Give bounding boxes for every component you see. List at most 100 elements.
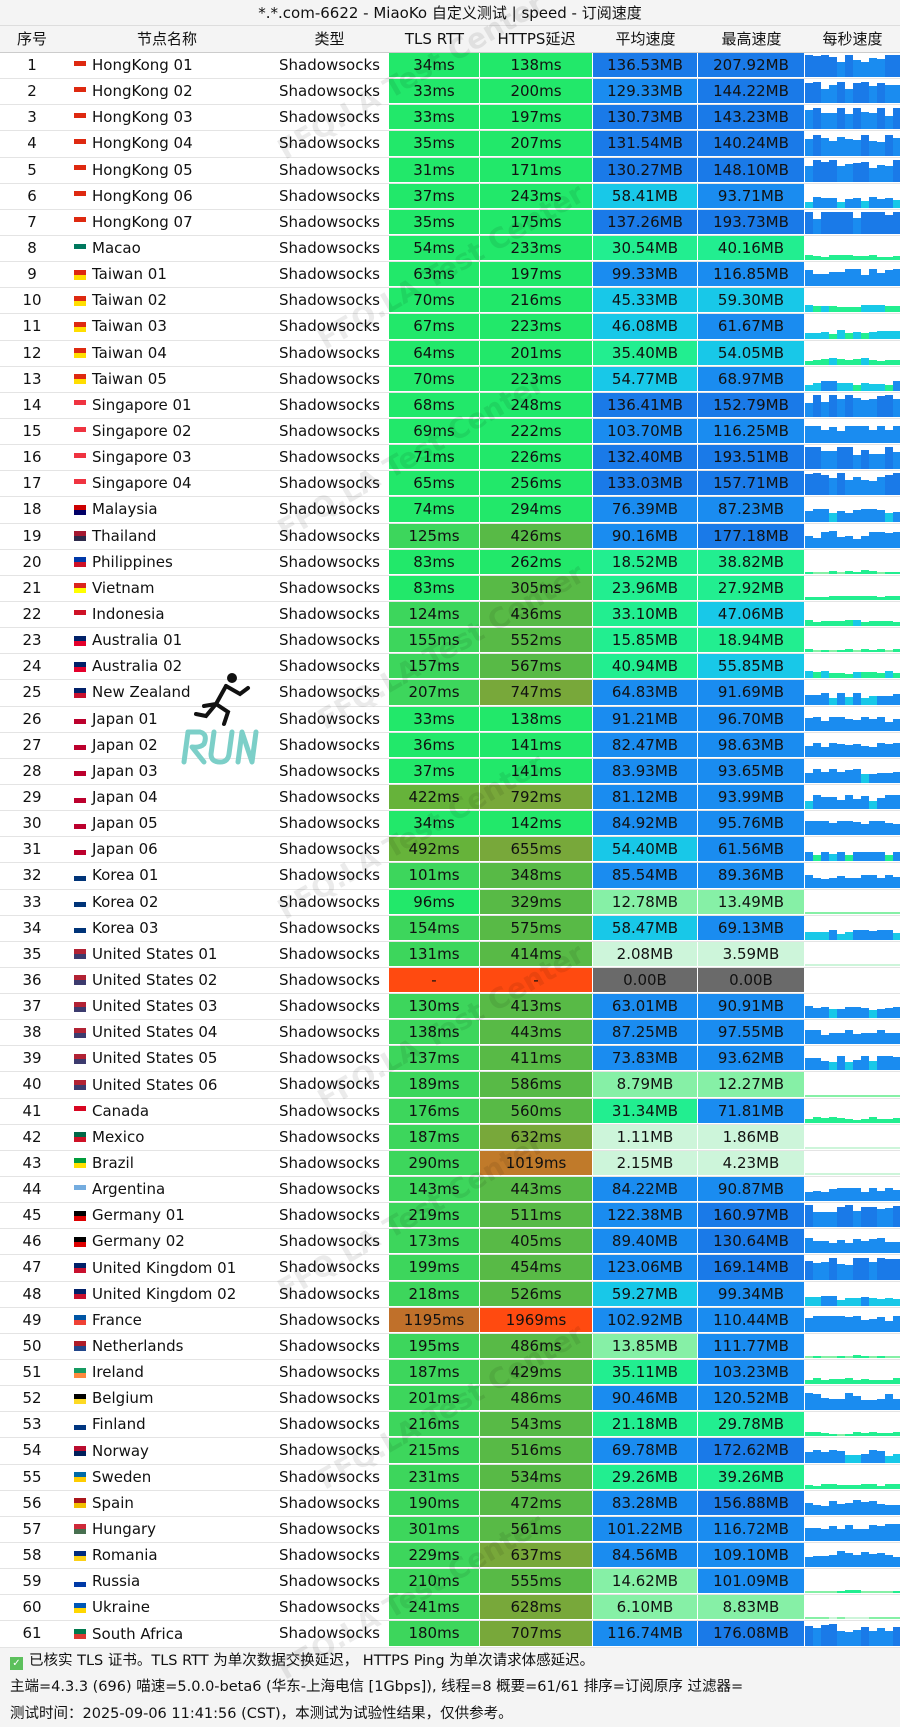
- column-header[interactable]: 类型: [314, 30, 345, 48]
- speed-bar: [837, 62, 845, 78]
- table-row[interactable]: 47 United Kingdom 01 Shadowsocks 199ms 4…: [0, 1255, 900, 1282]
- speed-bar: [813, 1528, 821, 1542]
- speed-bar: [805, 1030, 813, 1045]
- table-row[interactable]: 10 Taiwan 02 Shadowsocks 70ms 216ms 45.3…: [0, 288, 900, 315]
- node-name-label: Germany 01: [92, 1206, 185, 1225]
- node-name: Thailand: [64, 524, 270, 549]
- flag-za-icon: [74, 1629, 86, 1639]
- table-row[interactable]: 49 France Shadowsocks 1195ms 1969ms 102.…: [0, 1307, 900, 1334]
- max-speed: 116.25MB: [698, 418, 805, 445]
- avg-speed: 59.27MB: [593, 1281, 698, 1307]
- table-row[interactable]: 42 Mexico Shadowsocks 187ms 632ms 1.11MB…: [0, 1124, 900, 1151]
- table-row[interactable]: 5 HongKong 05 Shadowsocks 31ms 171ms 130…: [0, 157, 900, 184]
- table-row[interactable]: 55 Sweden Shadowsocks 231ms 534ms 29.26M…: [0, 1464, 900, 1491]
- table-row[interactable]: 2 HongKong 02 Shadowsocks 33ms 200ms 129…: [0, 79, 900, 106]
- table-row[interactable]: 46 Germany 02 Shadowsocks 173ms 405ms 89…: [0, 1229, 900, 1256]
- column-header[interactable]: 序号: [16, 30, 47, 48]
- row-index: 19: [22, 526, 42, 545]
- table-row[interactable]: 31 Japan 06 Shadowsocks 492ms 655ms 54.4…: [0, 837, 900, 864]
- speed-bar: [877, 477, 885, 496]
- table-row[interactable]: 57 Hungary Shadowsocks 301ms 561ms 101.2…: [0, 1516, 900, 1544]
- speed-bar: [821, 401, 829, 417]
- table-row[interactable]: 61 South Africa Shadowsocks 180ms 707ms …: [0, 1621, 900, 1648]
- speed-bar: [853, 1173, 861, 1176]
- table-row[interactable]: 16 Singapore 03 Shadowsocks 71ms 226ms 1…: [0, 445, 900, 472]
- node-name: Singapore 01: [64, 393, 270, 418]
- speed-bar: [893, 256, 900, 261]
- table-row[interactable]: 4 HongKong 04 Shadowsocks 35ms 207ms 131…: [0, 131, 900, 158]
- table-row[interactable]: 36 United States 02 Shadowsocks - - 0.00…: [0, 967, 900, 995]
- table-row[interactable]: 45 Germany 01 Shadowsocks 219ms 511ms 12…: [0, 1203, 900, 1230]
- table-row[interactable]: 48 United Kingdom 02 Shadowsocks 218ms 5…: [0, 1281, 900, 1308]
- table-row[interactable]: 23 Australia 01 Shadowsocks 155ms 552ms …: [0, 628, 900, 655]
- table-row[interactable]: 25 New Zealand Shadowsocks 207ms 747ms 6…: [0, 680, 900, 707]
- table-row[interactable]: 26 Japan 01 Shadowsocks 33ms 138ms 91.21…: [0, 706, 900, 733]
- speed-bar: [845, 674, 853, 679]
- table-row[interactable]: 35 United States 01 Shadowsocks 131ms 41…: [0, 941, 900, 968]
- table-row[interactable]: 60 Ukraine Shadowsocks 241ms 628ms 6.10M…: [0, 1595, 900, 1622]
- table-row[interactable]: 29 Japan 04 Shadowsocks 422ms 792ms 81.1…: [0, 784, 900, 812]
- table-row[interactable]: 28 Japan 03 Shadowsocks 37ms 141ms 83.93…: [0, 758, 900, 785]
- table-row[interactable]: 59 Russia Shadowsocks 210ms 555ms 14.62M…: [0, 1569, 900, 1596]
- table-row[interactable]: 54 Norway Shadowsocks 215ms 516ms 69.78M…: [0, 1438, 900, 1465]
- column-header[interactable]: HTTPS延迟: [497, 30, 576, 48]
- column-header[interactable]: 节点名称: [136, 30, 197, 48]
- table-row[interactable]: 19 Thailand Shadowsocks 125ms 426ms 90.1…: [0, 523, 900, 550]
- table-row[interactable]: 56 Spain Shadowsocks 190ms 472ms 83.28MB…: [0, 1490, 900, 1517]
- speed-bar: [837, 821, 845, 836]
- table-row[interactable]: 11 Taiwan 03 Shadowsocks 67ms 223ms 46.0…: [0, 314, 900, 341]
- table-row[interactable]: 37 United States 03 Shadowsocks 130ms 41…: [0, 994, 900, 1021]
- speed-bar: [861, 1033, 869, 1045]
- tls-rtt: 33ms: [389, 79, 480, 105]
- table-row[interactable]: 22 Indonesia Shadowsocks 124ms 436ms 33.…: [0, 601, 900, 629]
- table-row[interactable]: 7 HongKong 07 Shadowsocks 35ms 175ms 137…: [0, 209, 900, 236]
- column-header[interactable]: 最高速度: [721, 30, 782, 48]
- table-row[interactable]: 15 Singapore 02 Shadowsocks 69ms 222ms 1…: [0, 418, 900, 446]
- table-row[interactable]: 53 Finland Shadowsocks 216ms 543ms 21.18…: [0, 1412, 900, 1439]
- table-row[interactable]: 41 Canada Shadowsocks 176ms 560ms 31.34M…: [0, 1098, 900, 1125]
- column-header[interactable]: TLS RTT: [404, 30, 465, 48]
- node-type: Shadowsocks: [279, 1232, 380, 1251]
- speed-bar: [861, 161, 869, 182]
- table-row[interactable]: 44 Argentina Shadowsocks 143ms 443ms 84.…: [0, 1177, 900, 1204]
- table-row[interactable]: 17 Singapore 04 Shadowsocks 65ms 256ms 1…: [0, 471, 900, 498]
- table-row[interactable]: 51 Ireland Shadowsocks 187ms 429ms 35.11…: [0, 1360, 900, 1387]
- table-row[interactable]: 43 Brazil Shadowsocks 290ms 1019ms 2.15M…: [0, 1150, 900, 1178]
- table-row[interactable]: 9 Taiwan 01 Shadowsocks 63ms 197ms 99.33…: [0, 262, 900, 289]
- table-row[interactable]: 38 United States 04 Shadowsocks 138ms 44…: [0, 1020, 900, 1047]
- speed-bar: [837, 1450, 845, 1463]
- table-row[interactable]: 14 Singapore 01 Shadowsocks 68ms 248ms 1…: [0, 392, 900, 419]
- table-row[interactable]: 20 Philippines Shadowsocks 83ms 262ms 18…: [0, 549, 900, 576]
- table-row[interactable]: 30 Japan 05 Shadowsocks 34ms 142ms 84.92…: [0, 811, 900, 838]
- speed-bar: [805, 596, 813, 600]
- row-index: 32: [22, 866, 42, 885]
- table-row[interactable]: 21 Vietnam Shadowsocks 83ms 305ms 23.96M…: [0, 575, 900, 602]
- table-row[interactable]: 12 Taiwan 04 Shadowsocks 64ms 201ms 35.4…: [0, 340, 900, 367]
- table-row[interactable]: 8 Macao Shadowsocks 54ms 233ms 30.54MB 4…: [0, 235, 900, 263]
- table-row[interactable]: 27 Japan 02 Shadowsocks 36ms 141ms 82.47…: [0, 732, 900, 759]
- table-row[interactable]: 34 Korea 03 Shadowsocks 154ms 575ms 58.4…: [0, 915, 900, 942]
- table-row[interactable]: 1 HongKong 01 Shadowsocks 34ms 138ms 136…: [0, 53, 900, 80]
- table-row[interactable]: 58 Romania Shadowsocks 229ms 637ms 84.56…: [0, 1543, 900, 1570]
- table-row[interactable]: 39 United States 05 Shadowsocks 137ms 41…: [0, 1046, 900, 1073]
- table-row[interactable]: 6 HongKong 06 Shadowsocks 37ms 243ms 58.…: [0, 183, 900, 210]
- https-latency: 294ms: [480, 497, 593, 523]
- table-row[interactable]: 50 Netherlands Shadowsocks 195ms 486ms 1…: [0, 1333, 900, 1361]
- node-type: Shadowsocks: [279, 631, 380, 650]
- table-row[interactable]: 52 Belgium Shadowsocks 201ms 486ms 90.46…: [0, 1386, 900, 1413]
- speed-bar: [893, 426, 900, 444]
- table-row[interactable]: 40 United States 06 Shadowsocks 189ms 58…: [0, 1072, 900, 1099]
- speed-bar: [805, 1393, 813, 1411]
- column-header[interactable]: 平均速度: [615, 30, 676, 48]
- column-header[interactable]: 每秒速度: [822, 30, 883, 48]
- table-row[interactable]: 32 Korea 01 Shadowsocks 101ms 348ms 85.5…: [0, 863, 900, 890]
- table-row[interactable]: 13 Taiwan 05 Shadowsocks 70ms 223ms 54.7…: [0, 366, 900, 393]
- tls-rtt: 74ms: [389, 497, 480, 523]
- https-latency: 223ms: [480, 366, 593, 392]
- table-row[interactable]: 24 Australia 02 Shadowsocks 157ms 567ms …: [0, 654, 900, 681]
- table-row[interactable]: 18 Malaysia Shadowsocks 74ms 294ms 76.39…: [0, 497, 900, 524]
- table-row[interactable]: 3 HongKong 03 Shadowsocks 33ms 197ms 130…: [0, 105, 900, 132]
- row-index: 47: [22, 1258, 42, 1277]
- table-row[interactable]: 33 Korea 02 Shadowsocks 96ms 329ms 12.78…: [0, 889, 900, 916]
- speed-bar: [821, 1380, 829, 1385]
